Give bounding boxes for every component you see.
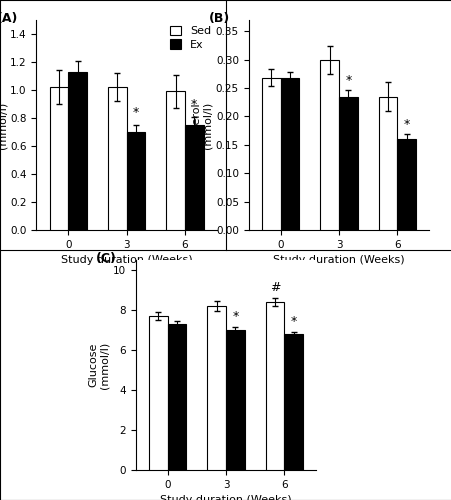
Bar <box>396 139 415 230</box>
Bar <box>167 324 186 470</box>
Bar <box>338 96 357 230</box>
Bar <box>149 316 167 470</box>
Bar <box>320 60 338 230</box>
Bar <box>265 302 284 470</box>
Text: *: * <box>403 118 409 130</box>
Text: *: * <box>345 74 351 87</box>
Text: *: * <box>290 314 296 328</box>
Legend: Sed, Ex: Sed, Ex <box>166 21 216 54</box>
Bar <box>166 92 184 230</box>
Bar <box>378 96 396 230</box>
Y-axis label: NEFA
(mmol/l): NEFA (mmol/l) <box>0 102 7 148</box>
Bar <box>50 87 68 230</box>
Text: (B): (B) <box>208 12 230 24</box>
Bar <box>207 306 226 470</box>
Text: (C): (C) <box>96 252 116 264</box>
Bar <box>126 132 145 230</box>
X-axis label: Study duration (Weeks): Study duration (Weeks) <box>160 496 291 500</box>
X-axis label: Study duration (Weeks): Study duration (Weeks) <box>272 256 404 266</box>
Bar <box>68 72 87 230</box>
Text: *: * <box>232 310 238 323</box>
Bar <box>184 125 203 230</box>
Y-axis label: Glycerol
(mmol/l): Glycerol (mmol/l) <box>191 102 212 148</box>
Bar <box>226 330 244 470</box>
Bar <box>262 78 280 230</box>
Text: (A): (A) <box>0 12 18 24</box>
Bar <box>280 78 299 230</box>
Text: *: * <box>133 106 139 120</box>
Text: *: * <box>191 98 197 111</box>
X-axis label: Study duration (Weeks): Study duration (Weeks) <box>60 256 192 266</box>
Bar <box>108 87 126 230</box>
Bar <box>284 334 302 470</box>
Text: #: # <box>269 281 280 294</box>
Y-axis label: Glucose
(mmol/l): Glucose (mmol/l) <box>88 342 110 388</box>
